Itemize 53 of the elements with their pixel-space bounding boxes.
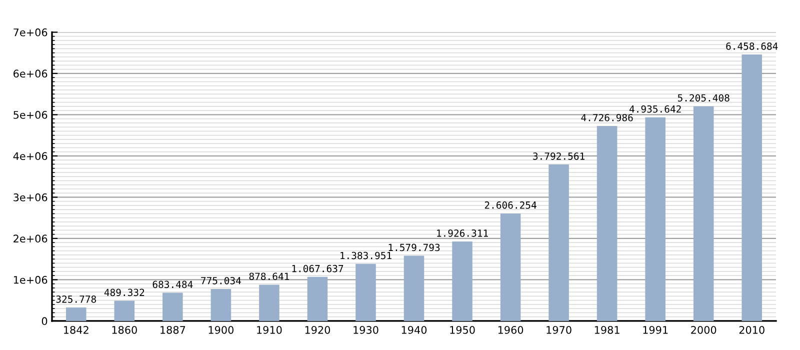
x-tick-label: 1920 — [305, 326, 330, 334]
y-tick-label: 0 — [42, 317, 48, 326]
x-tick-label: 1910 — [257, 326, 282, 334]
x-tick-label: 1930 — [354, 326, 378, 334]
data-label: 683.484 — [152, 280, 193, 288]
data-label: 1.383.951 — [340, 252, 392, 260]
x-tick-label: 1842 — [64, 326, 88, 334]
bar — [356, 264, 376, 321]
y-tick-label: 4e+06 — [13, 152, 48, 160]
data-label: 2.606.254 — [484, 201, 536, 209]
x-tick-label: 2010 — [739, 326, 764, 334]
data-label: 878.641 — [249, 272, 290, 280]
y-tick-label: 3e+06 — [14, 193, 48, 202]
y-tick-label: 6e+06 — [14, 70, 48, 78]
bar — [114, 300, 135, 321]
data-label: 3.792.561 — [533, 152, 584, 160]
data-label: 1.926.311 — [437, 229, 488, 237]
bar — [162, 292, 183, 321]
bar — [500, 213, 521, 321]
bar — [742, 54, 762, 321]
bar — [693, 106, 714, 321]
bar — [259, 284, 280, 321]
data-label: 1.067.637 — [292, 264, 344, 272]
x-tick-label: 1860 — [112, 326, 137, 334]
bar — [66, 308, 86, 321]
data-label: 489.332 — [104, 288, 144, 296]
y-tick-label: 1e+06 — [14, 276, 48, 284]
x-tick-label: 1887 — [160, 326, 186, 334]
x-tick-label: 1900 — [208, 326, 234, 334]
x-tick-label: 1991 — [643, 326, 668, 334]
bar — [548, 164, 569, 321]
x-tick-label: 1970 — [546, 326, 572, 334]
bar — [210, 288, 232, 321]
data-label: 4.726.986 — [581, 114, 633, 122]
data-label: 1.579.793 — [388, 244, 440, 252]
bar — [452, 241, 472, 321]
y-tick-label: 5e+06 — [14, 110, 48, 119]
bar — [645, 117, 666, 321]
data-label: 6.458.684 — [726, 42, 778, 50]
y-tick-label: 2e+06 — [14, 234, 48, 243]
x-tick-label: 1940 — [402, 326, 427, 334]
x-tick-label: 1960 — [498, 326, 524, 334]
x-tick-label: 1981 — [594, 326, 620, 334]
bar — [307, 276, 328, 321]
data-label: 4.935.642 — [629, 105, 681, 113]
data-label: 5.205.408 — [678, 94, 730, 102]
data-label: 325.778 — [56, 295, 96, 303]
x-tick-label: 1950 — [450, 326, 475, 334]
bar — [404, 256, 424, 321]
data-label: 775.034 — [201, 276, 241, 284]
y-tick-label: 7e+06 — [14, 28, 48, 36]
bar — [596, 126, 618, 321]
x-tick-label: 2000 — [691, 326, 716, 334]
